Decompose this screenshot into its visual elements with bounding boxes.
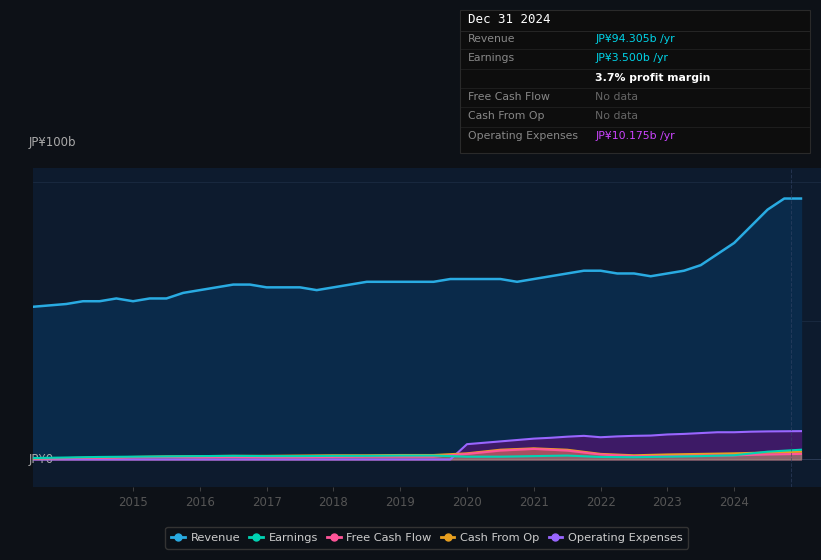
- Text: No data: No data: [595, 92, 639, 102]
- Text: Cash From Op: Cash From Op: [468, 111, 544, 122]
- Text: JP¥94.305b /yr: JP¥94.305b /yr: [595, 34, 675, 44]
- Text: No data: No data: [595, 111, 639, 122]
- Text: 3.7% profit margin: 3.7% profit margin: [595, 73, 711, 83]
- Legend: Revenue, Earnings, Free Cash Flow, Cash From Op, Operating Expenses: Revenue, Earnings, Free Cash Flow, Cash …: [165, 527, 689, 549]
- Text: JP¥0: JP¥0: [29, 453, 54, 466]
- Text: Free Cash Flow: Free Cash Flow: [468, 92, 550, 102]
- Text: Revenue: Revenue: [468, 34, 516, 44]
- Text: Earnings: Earnings: [468, 53, 516, 63]
- Text: JP¥10.175b /yr: JP¥10.175b /yr: [595, 130, 675, 141]
- Text: Dec 31 2024: Dec 31 2024: [468, 13, 551, 26]
- Text: JP¥3.500b /yr: JP¥3.500b /yr: [595, 53, 668, 63]
- Text: JP¥100b: JP¥100b: [29, 136, 76, 149]
- Text: Operating Expenses: Operating Expenses: [468, 130, 578, 141]
